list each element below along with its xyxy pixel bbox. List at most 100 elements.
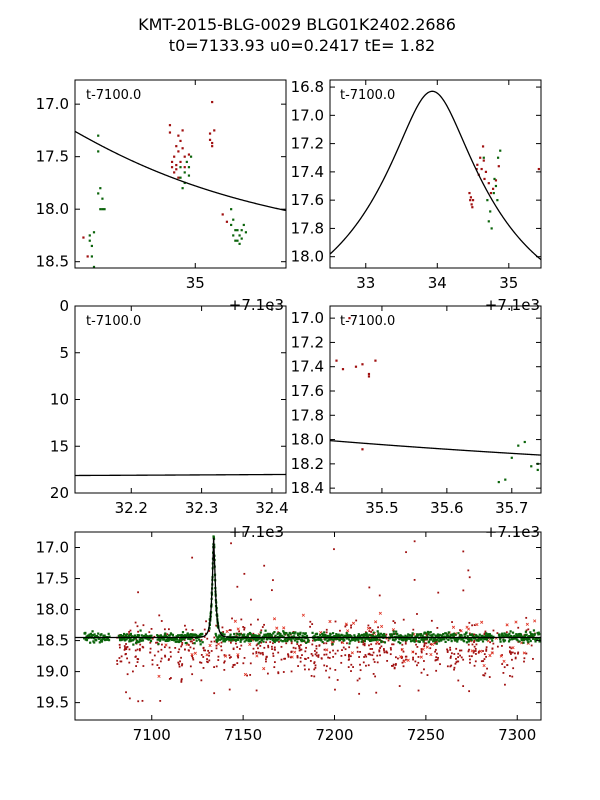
panel2-green-point	[499, 149, 502, 152]
panel5-cross-point	[224, 654, 228, 658]
panel5-red-point	[207, 649, 210, 652]
panel5-red-point	[334, 652, 337, 655]
panel5-frame	[74, 531, 542, 721]
panel5-red-point	[342, 646, 345, 649]
panel5-red-point	[278, 640, 280, 643]
panel5-green-point	[222, 640, 225, 643]
panel5-green-point	[416, 635, 419, 638]
panel5-xtick-label: 7150	[224, 726, 262, 744]
panel1-green-point	[97, 134, 100, 137]
panel5-red-point	[473, 664, 476, 667]
panel5-green-point	[538, 640, 541, 643]
panel5-red-point	[346, 642, 348, 645]
panel5-red-point	[525, 616, 528, 619]
panel5-green-point	[445, 637, 448, 640]
panel5-red-point	[483, 632, 486, 635]
panel5-red-point	[394, 621, 396, 624]
panel5-cross-point	[225, 629, 229, 634]
panel5-green-point	[517, 633, 520, 636]
panel5-green-point	[120, 634, 124, 638]
panel5-green-point	[369, 634, 372, 637]
panel5-green-point	[122, 632, 126, 636]
panel5-red-point	[235, 642, 237, 645]
panel5-green-point	[171, 633, 175, 636]
panel5-green-point	[156, 635, 160, 638]
panel5-red-point	[439, 663, 441, 666]
panel3-ytick-label: 15	[50, 437, 69, 455]
panel5-red-point	[213, 692, 216, 695]
panel5-red-point	[509, 651, 511, 654]
panel5-green-point	[194, 637, 197, 640]
panel5-green-point	[269, 637, 272, 641]
panel5-red-point	[208, 654, 210, 657]
panel5-green-point	[417, 633, 420, 636]
panel5-red-point	[435, 656, 438, 659]
panel5-red-point	[136, 648, 139, 651]
panel5-red-point	[364, 654, 367, 656]
panel5-green-point	[502, 640, 505, 643]
panel4-green-point	[523, 440, 526, 444]
panel5-green-point	[452, 634, 455, 638]
panel5-green-point	[247, 633, 250, 636]
panel5-red-point	[436, 627, 439, 629]
panel5-green-point	[135, 641, 138, 644]
panel4-green-point	[497, 480, 500, 484]
panel5-green-point	[430, 635, 434, 638]
panel5-green-point	[286, 637, 289, 641]
panel5-green-point	[158, 635, 161, 638]
panel5-green-point	[532, 637, 535, 640]
panel5-red-point	[307, 657, 310, 659]
panel5-green-point	[219, 638, 222, 641]
panel5-red-point	[303, 640, 306, 643]
panel5-red-point	[240, 644, 243, 647]
panel5-red-point	[252, 632, 255, 635]
panel5-green-point	[401, 635, 404, 638]
panel5-red-point	[365, 664, 367, 667]
panel5-red-point	[262, 653, 264, 656]
panel5-red-point	[183, 639, 186, 641]
panel5-green-point	[418, 640, 421, 643]
panel5-red-point	[160, 657, 163, 660]
panel3-ytick-label: 0	[59, 297, 69, 315]
panel5-red-point	[501, 644, 503, 647]
panel5-green-point	[91, 630, 94, 633]
panel5-green-point	[501, 634, 505, 638]
panel5-green-point	[365, 633, 368, 636]
panel5-green-point	[520, 637, 523, 640]
panel5-green-point	[521, 635, 524, 638]
panel5-green-point	[229, 633, 232, 636]
panel2-red-point	[484, 170, 488, 173]
panel5-red-point	[389, 647, 392, 649]
panel1-green-point	[238, 234, 241, 237]
panel5-red-point	[153, 654, 156, 657]
panel5-red-point	[491, 647, 494, 650]
panel5-red-point	[297, 644, 300, 647]
panel5-red-point	[200, 654, 203, 656]
panel5-red-point	[142, 646, 145, 649]
panel5-green-point	[377, 635, 381, 638]
panel5-red-point	[126, 673, 129, 676]
panel5-green-point	[405, 639, 408, 642]
panel5-red-point	[178, 663, 180, 666]
panel5-green-point	[517, 634, 521, 637]
panel5-red-point	[394, 656, 397, 659]
panel2-ytick-label: 18.0	[291, 248, 324, 266]
panel5-red-point	[334, 620, 337, 623]
panel5-green-point	[199, 643, 202, 646]
panel5-red-point	[204, 649, 207, 652]
panel5-green-point	[437, 634, 440, 638]
panel5-red-point	[325, 631, 328, 634]
panel5-green-point	[305, 634, 309, 638]
panel5-red-point	[220, 645, 223, 648]
panel5-cross-point	[470, 649, 474, 653]
panel5-green-point	[534, 640, 537, 643]
panel4-red-point	[367, 372, 371, 376]
panel5-green-point	[485, 634, 488, 637]
panel5-red-point	[523, 660, 525, 663]
panel5-red-point	[271, 589, 273, 592]
panel5-green-point	[536, 637, 540, 640]
panel5-red-point	[372, 673, 375, 675]
panel5-green-point	[430, 637, 433, 640]
panel5-red-point	[192, 639, 195, 641]
panel1-green-point	[179, 176, 182, 179]
